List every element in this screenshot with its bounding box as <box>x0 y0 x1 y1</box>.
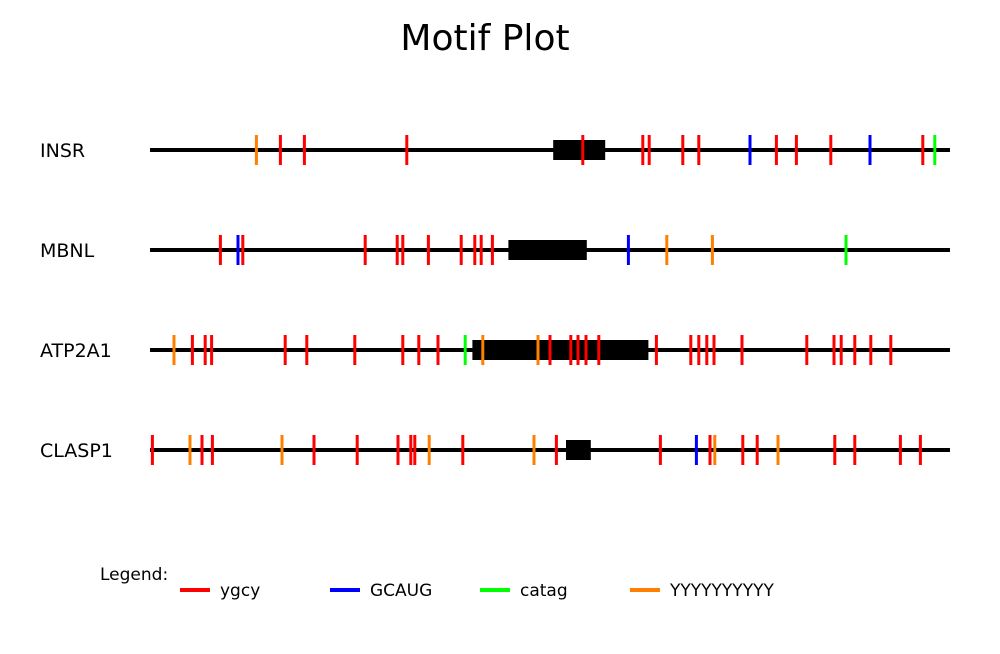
legend-label: ygcy <box>220 581 260 601</box>
legend: Legend: ygcy GCAUG catag YYYYYYYYYY <box>100 565 774 601</box>
track-label: ATP2A1 <box>40 340 112 362</box>
track-label: INSR <box>40 140 85 162</box>
track-atp2a1: ATP2A1 <box>40 335 950 365</box>
legend-item: catag <box>480 581 568 601</box>
tracks: INSR MBNL ATP2A1 CLASP1 <box>40 135 950 465</box>
legend-label: catag <box>520 581 568 601</box>
track-box <box>553 140 606 160</box>
legend-item: YYYYYYYYYY <box>630 581 774 601</box>
track-label: CLASP1 <box>40 440 113 462</box>
chart-title: Motif Plot <box>400 18 569 59</box>
track-box <box>508 240 587 260</box>
track-label: MBNL <box>40 240 95 262</box>
track-box <box>566 440 591 460</box>
legend-label: GCAUG <box>370 581 432 601</box>
track-mbnl: MBNL <box>40 235 950 265</box>
legend-label: YYYYYYYYYY <box>669 581 774 601</box>
legend-item: ygcy <box>180 581 260 601</box>
legend-title: Legend: <box>100 565 168 585</box>
legend-item: GCAUG <box>330 581 432 601</box>
track-clasp1: CLASP1 <box>40 435 950 465</box>
track-insr: INSR <box>40 135 950 165</box>
track-box <box>472 340 649 360</box>
